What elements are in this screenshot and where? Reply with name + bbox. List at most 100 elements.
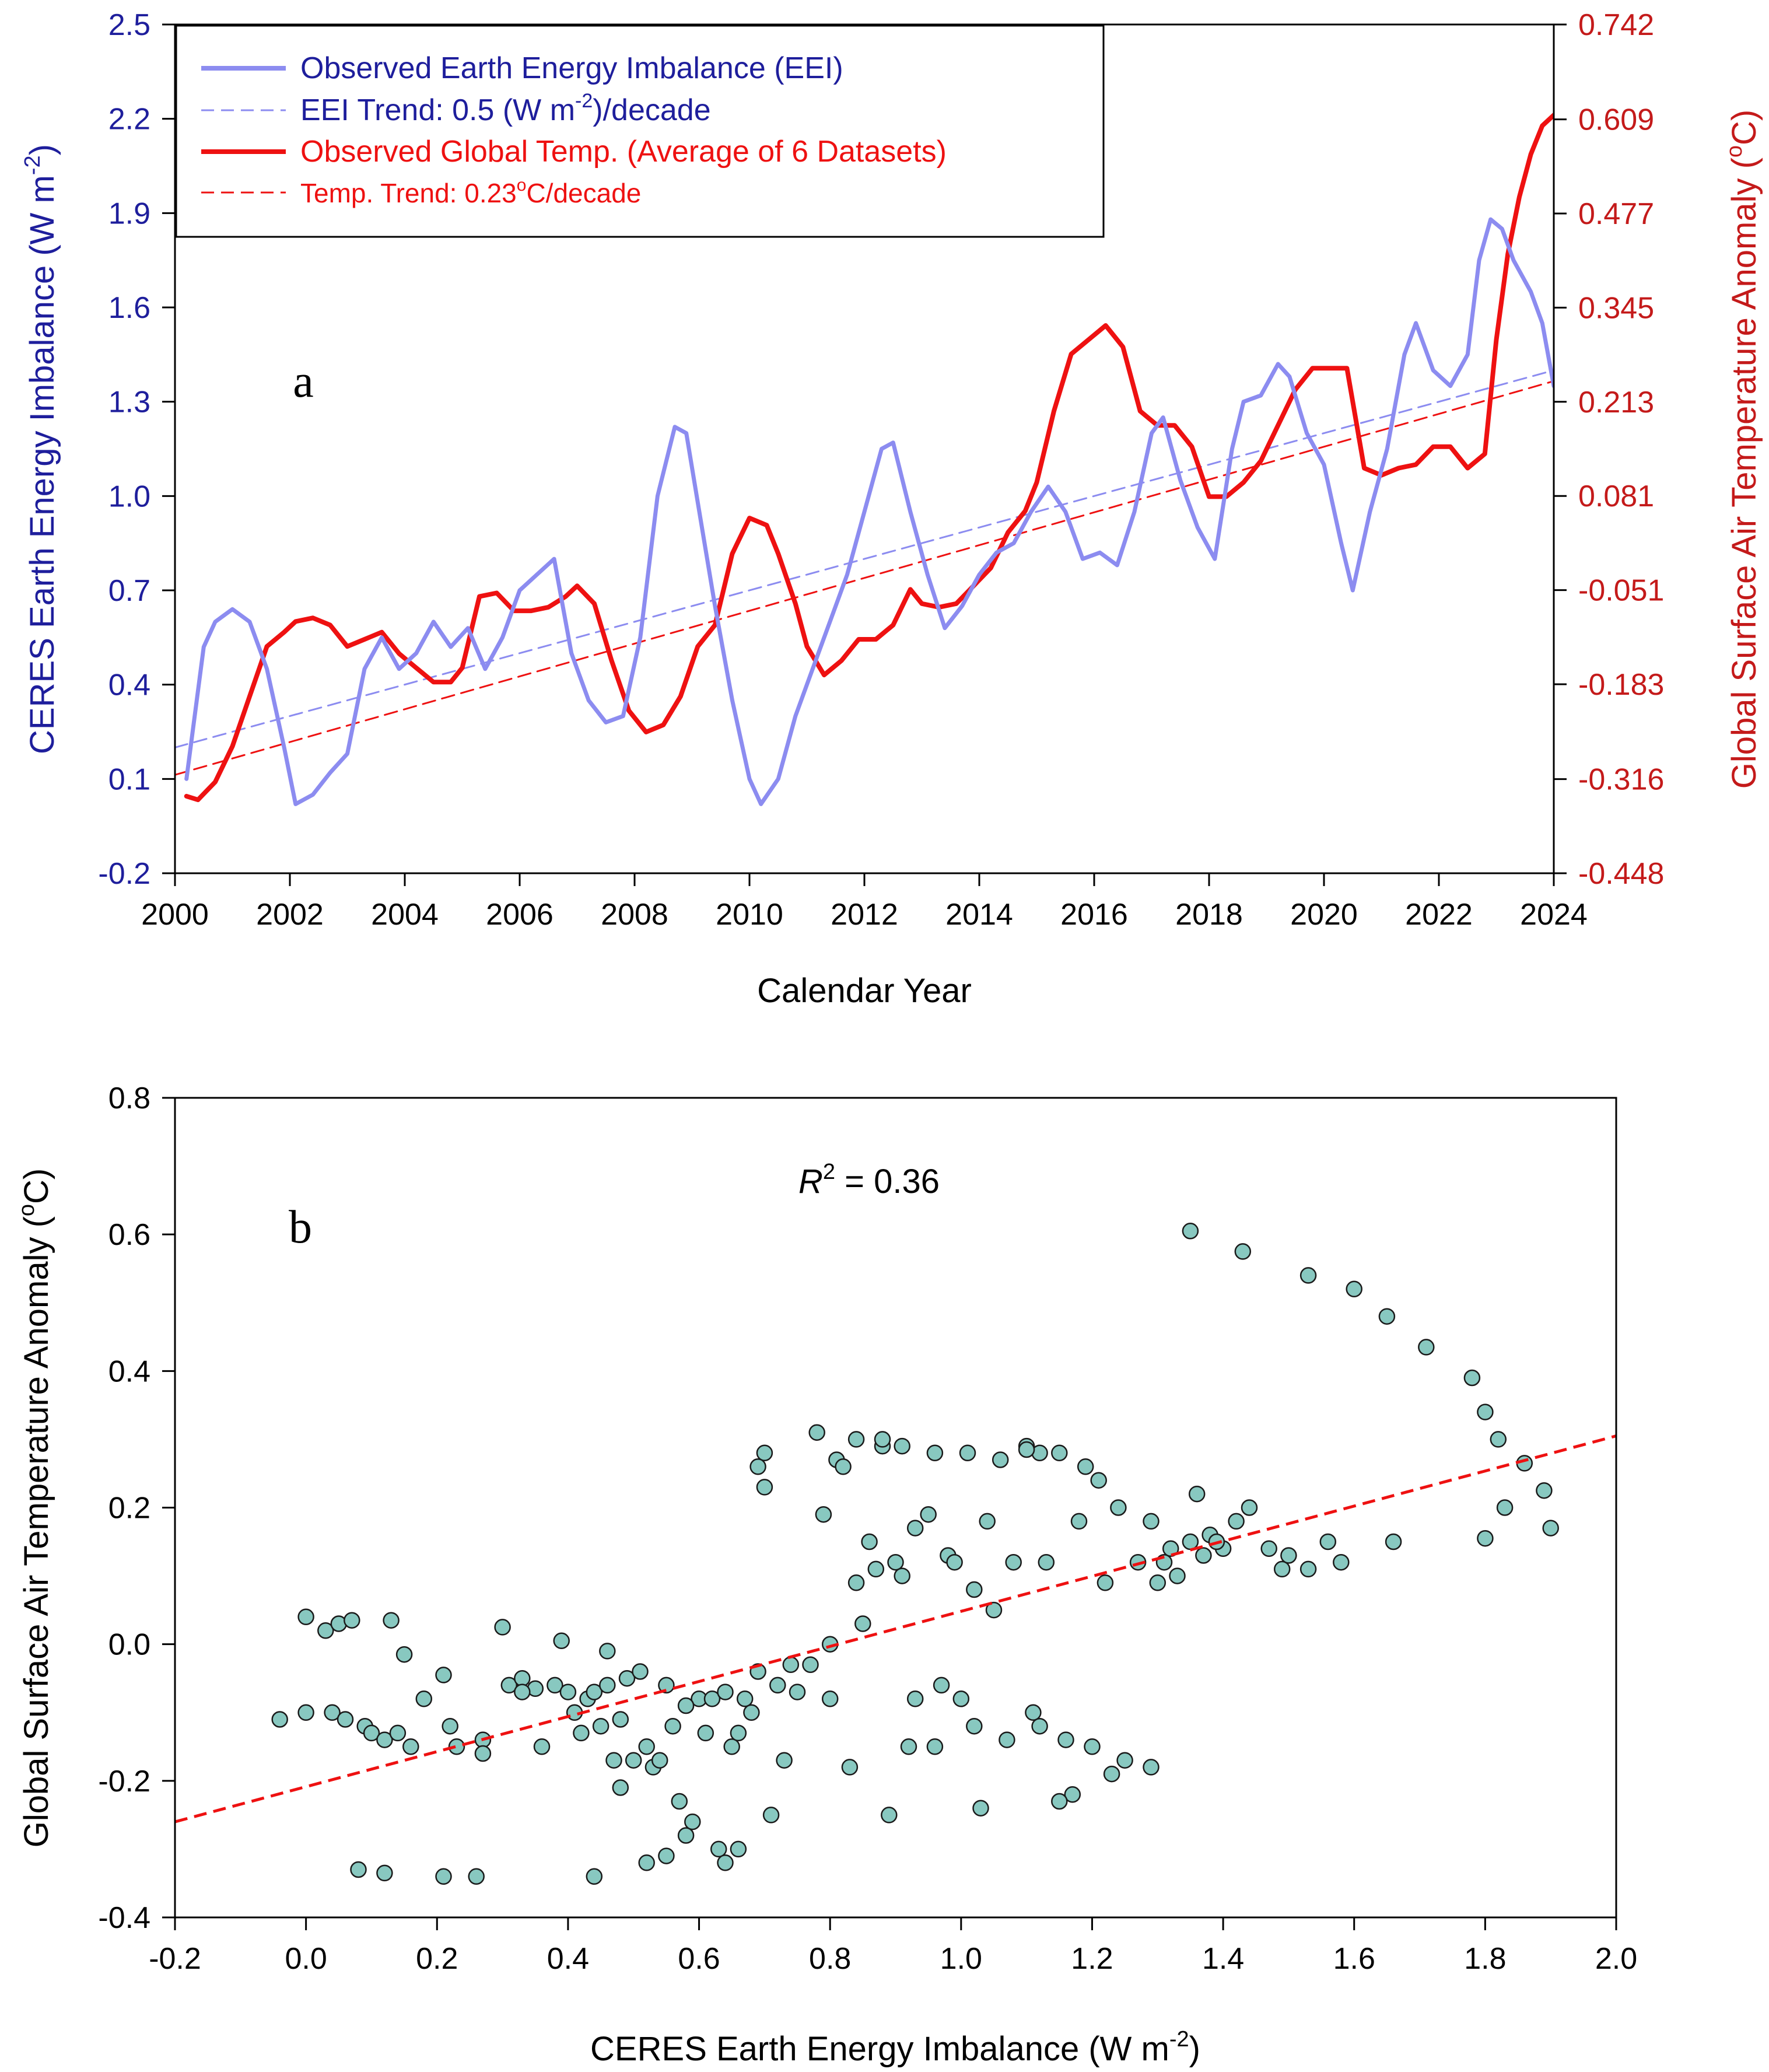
scatter-point (1536, 1482, 1553, 1499)
scatter-point (723, 1738, 740, 1755)
scatter-point (933, 1676, 950, 1694)
scatter-point (1273, 1560, 1291, 1578)
scatter-point (1490, 1431, 1507, 1448)
panel-b-r-squared: R2 = 0.36 (798, 1160, 940, 1200)
scatter-point (317, 1622, 334, 1639)
x-tick-label: 0.0 (285, 1942, 327, 1976)
scatter-point (1280, 1547, 1297, 1564)
x-tick-label: 0.8 (809, 1942, 851, 1976)
scatter-point (946, 1553, 963, 1571)
panel-b-y-axis: -0.4 -0.2 0.0 0.2 0.4 0.6 0.8 (98, 1082, 175, 1935)
scatter-point (1143, 1759, 1160, 1776)
scatter-point (1195, 1547, 1212, 1564)
scatter-point (1077, 1458, 1094, 1475)
scatter-point (926, 1738, 944, 1755)
panel-a-left-axis: -0.2 0.1 0.4 0.7 1.0 1.3 1.6 1.9 2.2 2.5 (98, 8, 175, 891)
scatter-point (1090, 1472, 1107, 1489)
panel-a-series (175, 113, 1554, 806)
scatter-point (979, 1513, 996, 1530)
panel-b-scatter: -0.2 0.0 0.2 0.4 0.6 0.8 1.0 1.2 1.4 1.6 1.8 2.0 -0… (15, 1082, 1637, 2068)
scatter-point (1241, 1499, 1258, 1516)
scatter-point (1031, 1717, 1048, 1735)
right-y-tick-label: 0.081 (1578, 480, 1654, 513)
scatter-point (1542, 1520, 1559, 1536)
scatter-point (415, 1690, 433, 1707)
scatter-point (841, 1759, 859, 1776)
scatter-point (1463, 1369, 1481, 1387)
left-y-tick-label: 1.6 (108, 291, 150, 325)
scatter-point (1116, 1752, 1133, 1769)
scatter-point (658, 1847, 675, 1864)
scatter-point (671, 1793, 688, 1810)
scatter-point (514, 1684, 531, 1700)
scatter-point (1333, 1553, 1350, 1571)
panel-a-time-series: 2000 2002 2004 2006 2008 2010 2012 2014 2016 2018… (20, 8, 1763, 1010)
x-tick-label: 2.0 (1595, 1942, 1637, 1976)
x-tick-label: 1.0 (940, 1942, 982, 1976)
scatter-point (730, 1724, 747, 1742)
left-y-tick-label: 1.3 (108, 386, 150, 419)
legend-label-temp: Observed Global Temp. (Average of 6 Data… (300, 135, 947, 169)
scatter-point (861, 1533, 878, 1550)
scatter-point (776, 1752, 793, 1769)
scatter-point (717, 1684, 734, 1700)
y-tick-label: -0.2 (98, 1765, 150, 1798)
scatter-point (1234, 1243, 1252, 1260)
y-tick-label: -0.4 (98, 1901, 150, 1935)
legend-label-eei-trend: EEI Trend: 0.5 (W m-2)/decade (300, 90, 711, 127)
scatter-point (677, 1827, 695, 1844)
panel-b-plot-frame (174, 1097, 1617, 1919)
scatter-point (618, 1670, 636, 1687)
scatter-point (821, 1690, 839, 1707)
scatter-point (703, 1690, 721, 1707)
scatter-point (881, 1807, 898, 1824)
scatter-point (847, 1574, 865, 1591)
scatter-point (1182, 1223, 1199, 1240)
scatter-point (710, 1840, 727, 1858)
scatter-point (1143, 1513, 1160, 1530)
left-y-tick-label: 0.4 (108, 668, 150, 702)
scatter-point (1025, 1704, 1042, 1721)
right-y-tick-label: -0.316 (1578, 763, 1664, 797)
scatter-point (906, 1520, 924, 1536)
scatter-point (762, 1807, 780, 1824)
left-y-tick-label: 1.0 (108, 480, 150, 513)
x-tick-label: 2014 (945, 898, 1013, 932)
scatter-point (952, 1690, 970, 1707)
right-y-tick-label: 0.213 (1578, 386, 1654, 419)
scatter-point (324, 1704, 341, 1721)
scatter-point (599, 1643, 616, 1660)
y-tick-label: 0.2 (108, 1492, 150, 1525)
eei-trend-line (175, 369, 1554, 748)
scatter-point (468, 1868, 485, 1885)
scatter-point (363, 1724, 380, 1742)
panel-b-x-axis-label: CERES Earth Energy Imbalance (W m-2) (590, 2027, 1200, 2068)
scatter-point (808, 1424, 825, 1441)
scatter-point (1299, 1267, 1317, 1284)
right-y-tick-label: 0.742 (1578, 8, 1654, 42)
x-tick-label: 1.2 (1071, 1942, 1113, 1976)
scatter-point (297, 1608, 314, 1626)
scatter-point (559, 1684, 577, 1700)
scatter-point (985, 1601, 1003, 1619)
panel-b-letter-bg (244, 1190, 355, 1278)
scatter-point (586, 1684, 603, 1700)
scatter-point (1084, 1738, 1101, 1755)
scatter-point (736, 1690, 754, 1707)
x-tick-label: 0.2 (416, 1942, 458, 1976)
legend-box (175, 24, 1105, 238)
scatter-point (999, 1731, 1015, 1748)
legend-label-temp-trend: Temp. Trend: 0.23oC/decade (300, 176, 641, 208)
y-tick-label: 0.0 (108, 1628, 150, 1662)
x-tick-label: 2020 (1290, 898, 1358, 932)
scatter-point (802, 1656, 819, 1674)
x-tick-label: 2006 (486, 898, 554, 932)
scatter-point (612, 1779, 629, 1796)
scatter-point (658, 1676, 675, 1694)
scatter-point (854, 1615, 871, 1632)
eei-line (184, 217, 1554, 806)
scatter-point (1038, 1553, 1055, 1571)
scatter-point (271, 1711, 288, 1728)
scatter-point (1299, 1560, 1317, 1578)
